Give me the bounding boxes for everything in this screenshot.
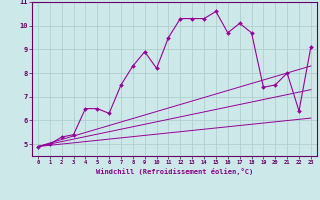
X-axis label: Windchill (Refroidissement éolien,°C): Windchill (Refroidissement éolien,°C)	[96, 168, 253, 175]
